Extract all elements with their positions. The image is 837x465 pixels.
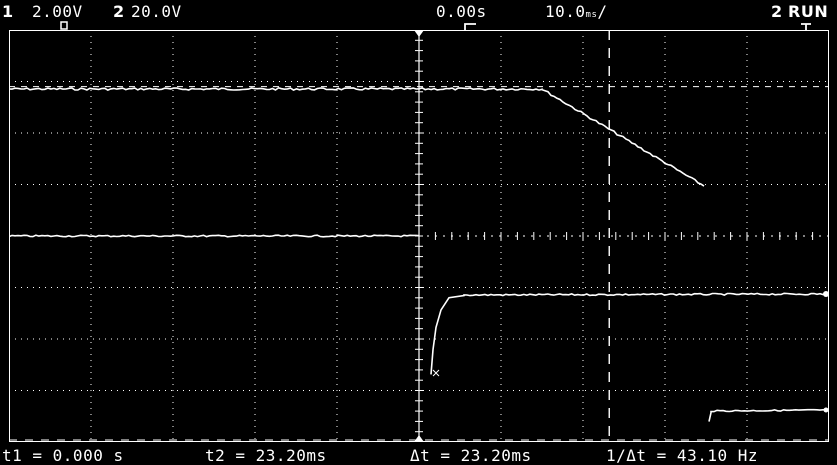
channel-2-trace-baseline xyxy=(9,234,420,238)
waveform-traces xyxy=(9,87,829,422)
cursor-readout: t1 = 0.000 s t2 = 23.20ms Δt = 23.20ms 1… xyxy=(0,445,837,465)
graticule-center-axes xyxy=(415,30,829,442)
time-delay: 0.00s xyxy=(436,2,487,21)
channel-2-trace-step xyxy=(430,292,829,375)
cursor-t2-readout: t2 = 23.20ms xyxy=(205,446,327,465)
time-base: 10.0ms/ xyxy=(545,2,608,21)
time-cursors xyxy=(9,30,829,442)
channel-reference-marker xyxy=(823,407,829,413)
frequency-readout: 1/Δt = 43.10 Hz xyxy=(606,446,758,465)
channel-2-number: 2 xyxy=(113,2,125,21)
channel-2-scale: 20.0V xyxy=(131,2,182,21)
channel-trace-fragment xyxy=(708,408,829,422)
channel-1-scale: 2.00V xyxy=(32,2,83,21)
run-state: RUN xyxy=(788,2,829,21)
channel-2-reference-marker xyxy=(823,291,829,297)
status-bar: 1 w 2.00V 2 20.0V 0.00s 10.0ms/ 2 RUN xyxy=(0,0,837,41)
trigger-position-marker xyxy=(414,30,424,37)
trigger-source: 2 xyxy=(771,2,783,21)
time-base-unit: ms xyxy=(585,10,598,20)
trigger-point-marker xyxy=(432,369,440,377)
channel-1-trace xyxy=(9,87,705,187)
channel-1-number: 1 xyxy=(2,2,14,21)
waveform-display xyxy=(9,30,829,442)
delta-t-readout: Δt = 23.20ms xyxy=(410,446,532,465)
screen-border xyxy=(9,30,829,442)
cursor-t1-readout: t1 = 0.000 s xyxy=(2,446,124,465)
trigger-markers xyxy=(414,30,829,442)
trigger-position-marker-bottom xyxy=(414,435,424,442)
time-base-value: 10.0 xyxy=(545,2,586,21)
